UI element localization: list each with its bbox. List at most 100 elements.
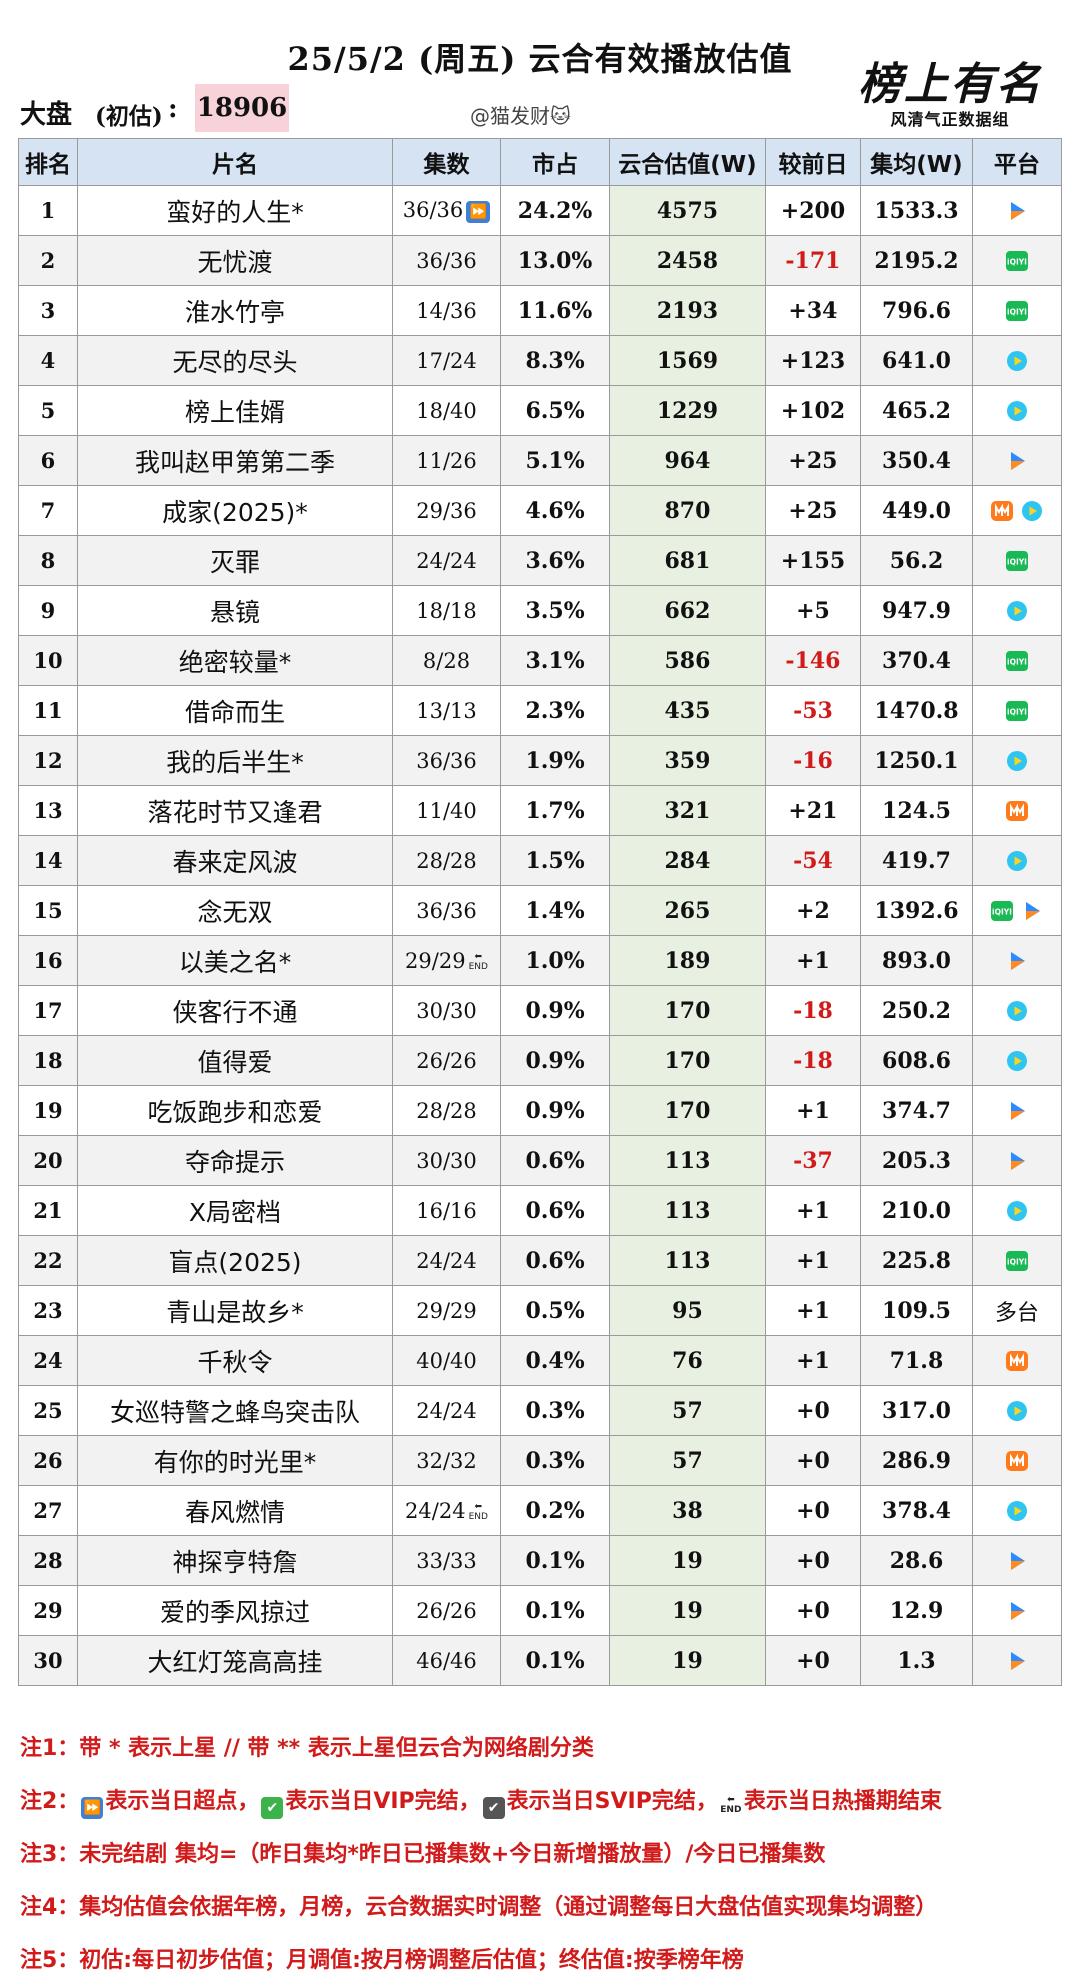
- svg-text:iQIYI: iQIYI: [1007, 708, 1027, 717]
- iqiyi-icon: iQIYI: [1005, 699, 1029, 723]
- change-cell: +34: [764, 285, 862, 336]
- rank-cell: 2: [18, 235, 78, 286]
- episodes-value: 29/36: [416, 498, 477, 523]
- share-cell: 1.4%: [499, 885, 611, 936]
- platform-cell: [971, 985, 1063, 1036]
- youku-icon: [1005, 1049, 1029, 1073]
- title-cell: 盲点(2025): [76, 1235, 394, 1286]
- table-row: 3 淮水竹亭 14/36 11.6% 2193 +34 796.6 iQIYI: [18, 285, 1063, 336]
- table-row: 2 无忧渡 36/36 13.0% 2458 -171 2195.2 iQIYI: [18, 235, 1063, 286]
- avg-cell: 465.2: [860, 385, 973, 436]
- rank-cell: 9: [18, 585, 78, 636]
- yunhe-cell: 113: [609, 1135, 766, 1186]
- avg-cell: 893.0: [860, 935, 973, 986]
- yunhe-cell: 870: [609, 485, 766, 536]
- platform-cell: [971, 385, 1063, 436]
- platform-cell: [971, 1135, 1063, 1186]
- title-cell: 落花时节又逢君: [76, 785, 394, 836]
- youku-icon: [1005, 1499, 1029, 1523]
- episodes-value: 24/24: [416, 1248, 477, 1273]
- fast-forward-icon: ⏩: [81, 1797, 104, 1819]
- episodes-value: 26/26: [416, 1048, 477, 1073]
- episodes-cell: 14/36: [392, 285, 501, 336]
- table-row: 7 成家(2025)* 29/36 4.6% 870 +25 449.0: [18, 485, 1063, 536]
- change-cell: +0: [764, 1385, 862, 1436]
- share-cell: 0.9%: [499, 985, 611, 1036]
- yunhe-cell: 57: [609, 1385, 766, 1436]
- iqiyi-icon: iQIYI: [1005, 299, 1029, 323]
- episodes-value: 13/13: [416, 698, 477, 723]
- tencent-icon: [1005, 1599, 1029, 1623]
- note-3: 注3：未完结剧 集均=（昨日集均*昨日已播集数+今日新增播放量）/今日已播集数: [20, 1842, 826, 1867]
- title-cell: 我叫赵甲第第二季: [76, 435, 394, 486]
- share-cell: 4.6%: [499, 485, 611, 536]
- table-row: 11 借命而生 13/13 2.3% 435 -53 1470.8 iQIYI: [18, 685, 1063, 736]
- rank-cell: 19: [18, 1085, 78, 1136]
- rank-cell: 15: [18, 885, 78, 936]
- change-cell: -54: [764, 835, 862, 886]
- yunhe-cell: 586: [609, 635, 766, 686]
- rank-cell: 5: [18, 385, 78, 436]
- change-cell: +1: [764, 1335, 862, 1386]
- yunhe-cell: 662: [609, 585, 766, 636]
- episodes-cell: 28/28: [392, 1085, 501, 1136]
- title-cell: 绝密较量*: [76, 635, 394, 686]
- dark-check-icon: ✔: [482, 1797, 505, 1819]
- yunhe-cell: 265: [609, 885, 766, 936]
- episodes-value: 46/46: [416, 1648, 477, 1673]
- yunhe-cell: 170: [609, 985, 766, 1036]
- change-cell: +1: [764, 1085, 862, 1136]
- platform-cell: [971, 435, 1063, 486]
- author-handle: @猫发财🐱: [470, 104, 571, 128]
- episodes-cell: 30/30: [392, 985, 501, 1036]
- share-cell: 1.9%: [499, 735, 611, 786]
- share-cell: 0.9%: [499, 1085, 611, 1136]
- share-cell: 0.1%: [499, 1585, 611, 1636]
- svg-text:iQIYI: iQIYI: [1007, 658, 1027, 667]
- share-cell: 0.5%: [499, 1285, 611, 1336]
- mango-icon: [1005, 1349, 1029, 1373]
- end-icon: ⬅ END: [468, 952, 488, 972]
- platform-cell: [971, 1035, 1063, 1086]
- change-cell: +0: [764, 1585, 862, 1636]
- table-row: 23 青山是故乡* 29/29 0.5% 95 +1 109.5 多台: [18, 1285, 1063, 1336]
- table-row: 25 女巡特警之蜂鸟突击队 24/24 0.3% 57 +0 317.0: [18, 1385, 1063, 1436]
- share-cell: 0.4%: [499, 1335, 611, 1386]
- share-cell: 24.2%: [499, 185, 611, 236]
- mango-icon: [1005, 799, 1029, 823]
- change-cell: +123: [764, 335, 862, 386]
- episodes-cell: 8/28: [392, 635, 501, 686]
- avg-cell: 71.8: [860, 1335, 973, 1386]
- table-row: 18 值得爱 26/26 0.9% 170 -18 608.6: [18, 1035, 1063, 1086]
- youku-icon: [1005, 399, 1029, 423]
- svg-text:iQIYI: iQIYI: [992, 908, 1012, 917]
- yunhe-cell: 2193: [609, 285, 766, 336]
- end-label: END: [468, 1512, 488, 1522]
- column-header-avg: 集均(W): [860, 138, 973, 186]
- platform-cell: [971, 1185, 1063, 1236]
- avg-cell: 1533.3: [860, 185, 973, 236]
- episodes-value: 28/28: [416, 848, 477, 873]
- yunhe-cell: 2458: [609, 235, 766, 286]
- yunhe-cell: 170: [609, 1035, 766, 1086]
- dapan-colon: :: [168, 94, 178, 124]
- episodes-cell: 13/13: [392, 685, 501, 736]
- episodes-cell: 40/40: [392, 1335, 501, 1386]
- episodes-cell: 24/24: [392, 1385, 501, 1436]
- avg-cell: 56.2: [860, 535, 973, 586]
- episodes-cell: 36/36 ⏩: [392, 185, 501, 236]
- youku-icon: [1005, 749, 1029, 773]
- platform-cell: [971, 1635, 1063, 1686]
- title-cell: 无忧渡: [76, 235, 394, 286]
- svg-text:iQIYI: iQIYI: [1007, 1258, 1027, 1267]
- end-icon: ⬅ END: [720, 1795, 742, 1815]
- yunhe-cell: 76: [609, 1335, 766, 1386]
- episodes-cell: 24/24 ⬅ END: [392, 1485, 501, 1536]
- episodes-value: 40/40: [416, 1348, 477, 1373]
- platform-cell: [971, 1335, 1063, 1386]
- youku-icon: [1005, 1199, 1029, 1223]
- rank-cell: 18: [18, 1035, 78, 1086]
- table-row: 21 X局密档 16/16 0.6% 113 +1 210.0: [18, 1185, 1063, 1236]
- table-row: 24 千秋令 40/40 0.4% 76 +1 71.8: [18, 1335, 1063, 1386]
- platform-cell: iQIYI: [971, 285, 1063, 336]
